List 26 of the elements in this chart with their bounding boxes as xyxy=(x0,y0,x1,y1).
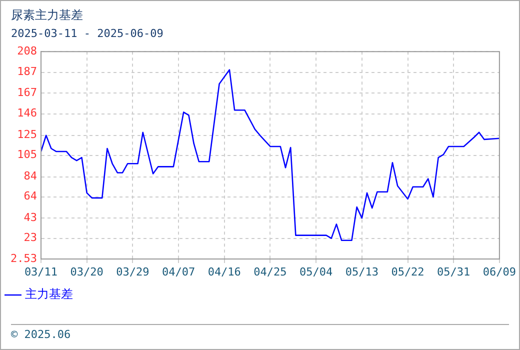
y-tick-label: 64 xyxy=(24,190,38,203)
x-tick-label: 05/04 xyxy=(300,265,333,278)
x-tick-label: 05/31 xyxy=(437,265,470,278)
x-tick-label: 04/07 xyxy=(162,265,196,278)
y-tick-label: 146 xyxy=(17,106,37,120)
y-tick-label: 84 xyxy=(24,170,38,183)
y-tick-label: 208 xyxy=(17,44,37,58)
y-tick-label: 125 xyxy=(17,128,37,142)
y-tick-label: 2.53 xyxy=(10,252,37,265)
y-tick-label: 105 xyxy=(17,148,37,162)
x-tick-label: 06/09 xyxy=(482,265,516,278)
y-tick-label: 167 xyxy=(17,86,37,99)
x-tick-label: 04/25 xyxy=(254,265,287,278)
chart-subtitle: 2025-03-11 - 2025-06-09 xyxy=(11,27,164,40)
x-tick-label: 03/29 xyxy=(116,265,150,278)
x-tick-label: 03/11 xyxy=(24,265,58,278)
y-tick-label: 23 xyxy=(24,231,37,244)
y-tick-label: 187 xyxy=(17,65,37,78)
legend-label: 主力基差 xyxy=(25,287,73,302)
y-tick-label: 43 xyxy=(24,211,37,224)
text: © 2025.06 xyxy=(11,328,71,341)
chart-title: 尿素主力基差 xyxy=(11,7,83,24)
x-tick-label: 04/16 xyxy=(208,265,241,278)
x-tick-label: 05/13 xyxy=(345,265,378,278)
x-tick-label: 03/20 xyxy=(70,265,104,278)
x-tick-label: 05/22 xyxy=(391,265,424,278)
